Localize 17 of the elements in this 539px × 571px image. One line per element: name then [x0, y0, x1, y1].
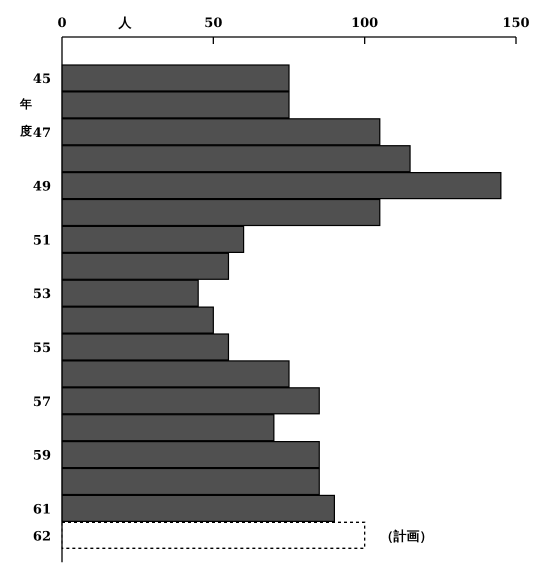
- x-tick-label: 0: [57, 16, 67, 31]
- y-tick-label: 62: [32, 529, 51, 544]
- y-axis-title: 年度: [19, 97, 32, 138]
- y-tick-label: 45: [32, 72, 51, 87]
- x-tick-label: 100: [351, 16, 378, 31]
- y-tick-label: 59: [32, 448, 51, 464]
- y-tick-label: 51: [32, 233, 51, 248]
- y-tick-label: 61: [32, 502, 51, 518]
- annotation: （計画）: [380, 528, 433, 544]
- y-tick-label: 57: [32, 394, 51, 410]
- y-tick-label: 53: [32, 287, 51, 302]
- x-axis-title: 人: [118, 16, 132, 31]
- x-tick-label: 150: [502, 16, 530, 31]
- y-tick-label: 47: [32, 126, 51, 141]
- y-tick-label: 55: [32, 341, 51, 356]
- x-tick-label: 50: [204, 16, 222, 31]
- y-tick-label: 49: [32, 180, 51, 195]
